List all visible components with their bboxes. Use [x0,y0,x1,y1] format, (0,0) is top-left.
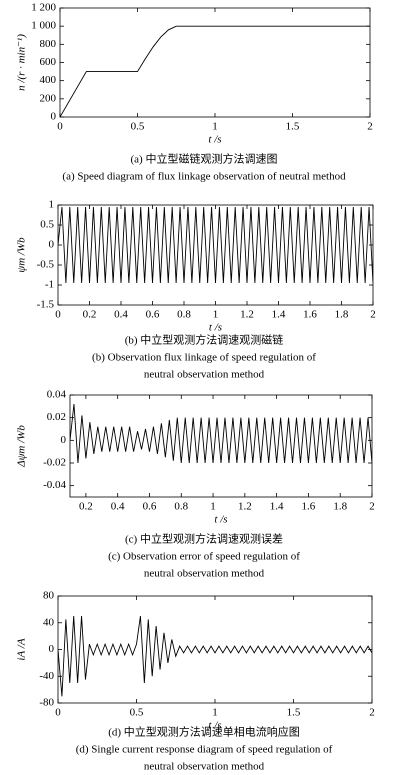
y-tick-label: 0 [51,111,57,123]
x-tick-label: 1.6 [302,501,316,513]
plot-frame [69,394,373,498]
x-tick-label: 0.8 [177,309,191,321]
x-axis-label: t /s [208,134,221,146]
y-tick-label: 80 [43,590,55,602]
x-tick-label: 2 [369,707,375,719]
x-tick-label: 0.5 [130,707,144,719]
y-tick-label: 400 [40,74,57,86]
x-tick-label: 1 [212,121,218,133]
y-tick-label: 0.5 [40,219,54,231]
y-tick-label: -0.04 [43,479,66,491]
x-tick-label: 0.4 [111,501,125,513]
y-axis-label: ψm /Wb [16,237,28,273]
x-tick-label: 2 [367,121,373,133]
y-axis-label: n /(r · min⁻¹) [16,34,28,91]
x-tick-label: 1 [210,501,216,513]
x-tick-label: 1.2 [240,309,254,321]
caption: (a) Speed diagram of flux linkage observ… [62,171,346,183]
x-tick-label: 0.6 [143,501,157,513]
x-tick-label: 0.2 [79,501,93,513]
caption: (b) Observation flux linkage of speed re… [92,352,316,364]
caption: (b) 中立型观测方法调速观测磁链 [125,333,284,347]
x-tick-label: 1.5 [286,121,300,133]
y-axis-label: iA /A [16,638,28,660]
x-tick-label: 2 [370,309,376,321]
x-tick-label: 2 [369,501,375,513]
x-tick-label: 0.6 [146,309,160,321]
y-tick-label: -40 [39,670,54,682]
data-line [58,206,373,284]
x-tick-label: 0 [55,707,61,719]
y-tick-label: 1 [49,199,55,211]
x-tick-label: 0 [57,121,63,133]
x-tick-label: 0.4 [114,309,128,321]
caption: (c) Observation error of speed regulatio… [108,551,300,563]
caption: (c) 中立型观测方法调速观测误差 [125,532,283,546]
x-axis-label: t /s [209,322,222,334]
data-line [70,404,372,464]
y-tick-label: 0 [49,643,55,655]
y-tick-label: -0.02 [43,457,66,469]
x-tick-label: 0.2 [83,309,97,321]
x-tick-label: 1 [213,309,219,321]
x-tick-label: 1.8 [333,501,347,513]
caption: neutral observation method [144,568,265,580]
y-axis-label: Δψm /Wb [16,425,28,468]
x-tick-label: 0.8 [174,501,188,513]
plot-frame [57,204,374,306]
y-tick-label: 1 200 [31,2,56,14]
x-axis-label: t /s [208,720,221,732]
x-tick-label: 1 [212,707,218,719]
x-tick-label: 1.8 [335,309,349,321]
plot-frame [57,595,373,704]
y-tick-label: 200 [40,92,57,104]
y-tick-label: -80 [39,697,54,709]
x-tick-label: 1.4 [270,501,284,513]
x-tick-label: 1.6 [303,309,317,321]
y-tick-label: 1 000 [31,20,56,32]
plot-frame [59,7,371,118]
caption: neutral observation method [144,369,265,381]
y-tick-label: 40 [43,616,55,628]
x-axis-label: t /s [214,514,227,526]
data-line [58,615,372,697]
y-tick-label: 0.02 [47,411,66,423]
caption: (a) 中立型磁链观测方法调速图 [131,152,278,166]
y-tick-label: -1 [45,279,54,291]
data-line [60,25,370,117]
y-tick-label: 600 [40,56,57,68]
y-tick-label: 800 [40,38,57,50]
y-tick-label: -0.5 [37,259,55,271]
y-tick-label: 0 [61,434,67,446]
y-tick-label: 0.04 [47,389,67,401]
caption: (d) Single current response diagram of s… [76,744,333,756]
x-tick-label: 0 [55,309,61,321]
y-tick-label: -1.5 [37,299,55,311]
x-tick-label: 1.5 [287,707,301,719]
x-tick-label: 1.4 [272,309,286,321]
x-tick-label: 0.5 [131,121,145,133]
x-tick-label: 1.2 [238,501,252,513]
y-tick-label: 0 [49,239,55,251]
caption: (d) 中立型观测方法调速单相电流响应图 [108,725,300,739]
caption: neutral observation method [144,761,265,773]
